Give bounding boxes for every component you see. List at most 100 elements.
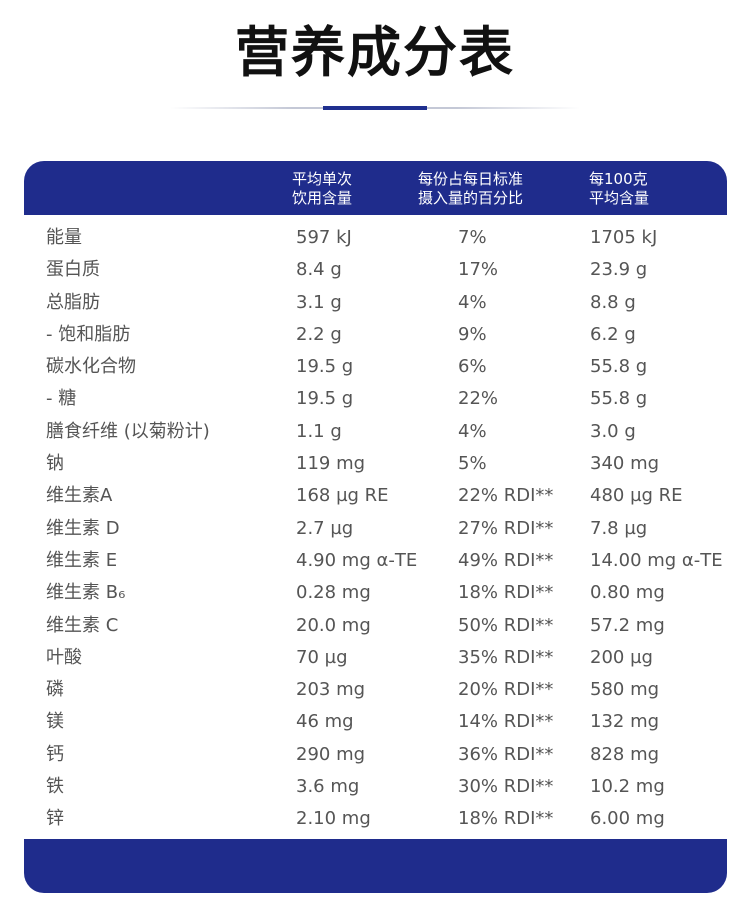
nutrient-name: 总脂肪 [46,291,100,313]
table-row: 总脂肪 3.1 g 4% 8.8 g [0,287,750,319]
per-serving-value: 290 mg [296,743,366,765]
nutrient-name: 碳水化合物 [46,356,136,378]
page-title: 营养成分表 [235,21,515,84]
nutrient-name: - 糖 [46,388,77,410]
per-100g-value: 828 mg [590,743,660,765]
percent-value: 7% [458,227,487,248]
nutrient-name: 钙 [46,743,64,765]
column-header-percent-line2: 摄入量的百分比 [418,189,524,207]
column-header-per-serving-line1: 平均单次 [292,170,353,188]
per-serving-value: 203 mg [296,679,366,701]
nutrient-name: 维生素A [46,485,113,507]
percent-value: 27% RDI** [458,517,554,539]
per-100g-value: 23.9 g [590,259,648,281]
column-header-per-100g: 每100克 平均含量 [589,170,649,208]
per-serving-value: 19.5 g [296,388,354,410]
per-serving-value: 0.28 mg [296,582,371,604]
column-header-per-serving: 平均单次 饮用含量 [292,170,352,208]
per-100g-value: 480 µg RE [590,485,683,507]
per-serving-value: 70 µg [296,646,348,668]
per-serving-value: 2.2 g [296,323,342,345]
table-row: 磷 203 mg 20% RDI** 580 mg [0,674,750,706]
per-100g-value: 7.8 µg [590,517,648,539]
per-serving-value: 119 mg [296,453,366,475]
table-header-band [24,161,727,215]
percent-value: 17% [458,259,499,281]
column-header-per-serving-line2: 饮用含量 [292,189,353,207]
per-100g-value: 0.80 mg [590,582,665,604]
per-100g-value: 340 mg [590,453,660,475]
table-row: 维生素 C 20.0 mg 50% RDI** 57.2 mg [0,610,750,642]
per-serving-value: 3.1 g [296,291,342,313]
percent-value: 50% RDI** [458,614,554,636]
nutrient-name: 维生素 E [46,549,118,571]
percent-value: 4% [458,291,487,313]
table-row: 镁 46 mg 14% RDI** 132 mg [0,706,750,738]
table-row: 膳食纤维 (以菊粉计) 1.1 g 4% 3.0 g [0,416,750,448]
per-100g-value: 6.00 mg [590,808,665,830]
percent-value: 20% RDI** [458,679,554,701]
percent-value: 14% RDI** [458,711,554,733]
per-serving-value: 168 µg RE [296,485,389,507]
per-serving-value: 2.10 mg [296,808,371,830]
table-footer-band [24,839,727,893]
nutrient-name: 蛋白质 [46,259,100,281]
per-100g-value: 580 mg [590,679,660,701]
table-row: - 饱和脂肪 2.2 g 9% 6.2 g [0,319,750,351]
nutrient-name: 锌 [46,808,64,830]
percent-value: 6% [458,356,487,378]
table-row: 叶酸 70 µg 35% RDI** 200 µg [0,642,750,674]
title-divider-accent [323,106,427,110]
table-row: 碳水化合物 19.5 g 6% 55.8 g [0,351,750,383]
nutrient-name: 维生素 B₆ [46,582,126,604]
nutrient-name: 铁 [46,776,64,798]
percent-value: 18% RDI** [458,808,554,830]
nutrient-name: - 饱和脂肪 [46,323,131,345]
per-serving-value: 597 kJ [296,227,352,248]
per-100g-value: 8.8 g [590,291,636,313]
per-serving-value: 2.7 µg [296,517,354,539]
table-row: 能量 597 kJ 7% 1705 kJ [0,222,750,254]
nutrition-table-body: 能量 597 kJ 7% 1705 kJ 蛋白质 8.4 g 17% 23.9 g 总脂肪 3.1… [0,222,750,836]
percent-value: 49% RDI** [458,549,554,571]
table-row: 维生素 E 4.90 mg α-TE 49% RDI** 14.00 mg α-TE [0,545,750,577]
percent-value: 22% [458,388,499,410]
per-serving-value: 4.90 mg α-TE [296,549,418,571]
column-header-percent-line1: 每份占每日标准 [418,170,524,188]
nutrient-name: 磷 [46,679,64,701]
table-row: 钙 290 mg 36% RDI** 828 mg [0,739,750,771]
per-100g-value: 55.8 g [590,388,648,410]
table-row: 钠 119 mg 5% 340 mg [0,448,750,480]
table-row: - 糖 19.5 g 22% 55.8 g [0,383,750,415]
per-100g-value: 6.2 g [590,323,636,345]
per-100g-value: 200 µg [590,646,653,668]
per-serving-value: 19.5 g [296,356,354,378]
per-serving-value: 8.4 g [296,259,342,281]
percent-value: 30% RDI** [458,776,554,798]
column-header-percent: 每份占每日标准 摄入量的百分比 [418,170,523,208]
nutrient-name: 维生素 C [46,614,119,636]
per-serving-value: 46 mg [296,711,354,733]
nutrient-name: 膳食纤维 (以菊粉计) [46,420,210,442]
column-header-per-100g-line2: 平均含量 [589,189,650,207]
per-serving-value: 1.1 g [296,420,342,442]
column-header-per-100g-line1: 每100克 [589,170,648,188]
table-row: 蛋白质 8.4 g 17% 23.9 g [0,254,750,286]
percent-value: 9% [458,323,487,345]
percent-value: 22% RDI** [458,485,554,507]
nutrient-name: 维生素 D [46,517,120,539]
per-100g-value: 1705 kJ [590,227,658,248]
percent-value: 18% RDI** [458,582,554,604]
per-100g-value: 132 mg [590,711,660,733]
table-row: 维生素 B₆ 0.28 mg 18% RDI** 0.80 mg [0,577,750,609]
percent-value: 5% [458,453,487,475]
table-row: 维生素A 168 µg RE 22% RDI** 480 µg RE [0,480,750,512]
per-100g-value: 57.2 mg [590,614,665,636]
per-serving-value: 20.0 mg [296,614,371,636]
percent-value: 35% RDI** [458,646,554,668]
per-100g-value: 55.8 g [590,356,648,378]
nutrient-name: 叶酸 [46,646,82,668]
table-row: 铁 3.6 mg 30% RDI** 10.2 mg [0,771,750,803]
percent-value: 4% [458,420,487,442]
table-row: 锌 2.10 mg 18% RDI** 6.00 mg [0,803,750,835]
